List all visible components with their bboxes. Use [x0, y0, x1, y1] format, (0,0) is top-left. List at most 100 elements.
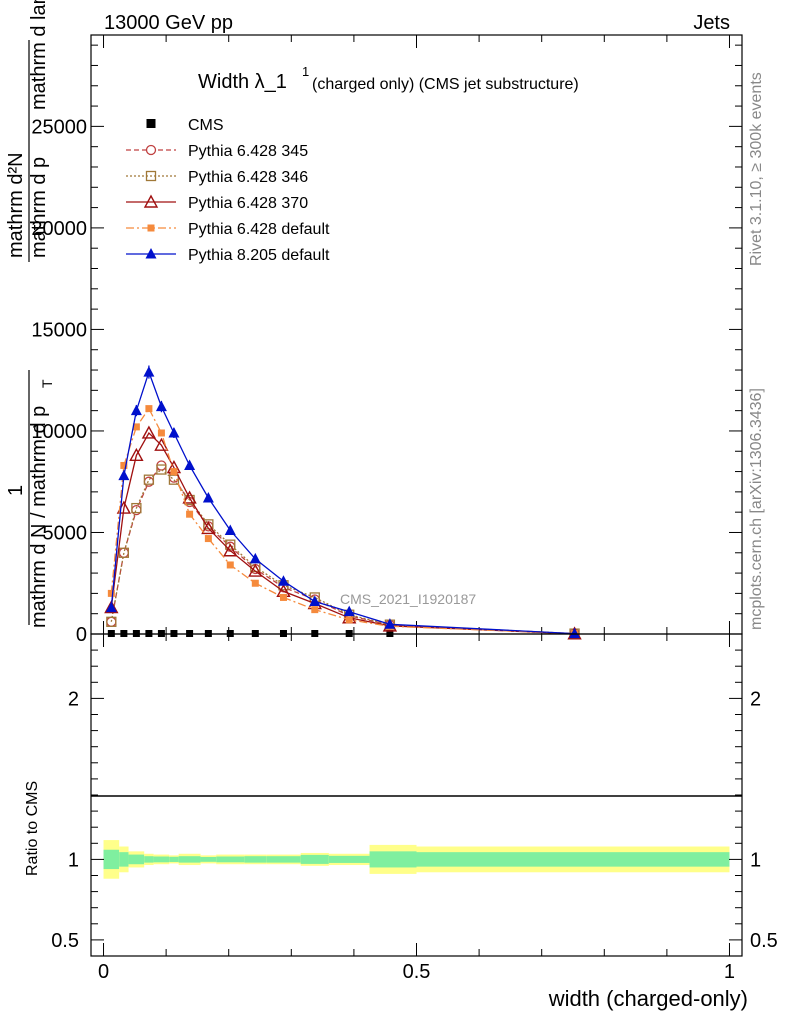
- ratio-y-axis-title: Ratio to CMS: [24, 781, 41, 876]
- data-point-p8: [224, 524, 236, 535]
- ratio-band-inner: [178, 856, 201, 863]
- ylabel-num-d2n: mathrm d²N: [5, 152, 27, 258]
- main-ytick-label: 25000: [31, 116, 87, 138]
- plot-title-sup: 1: [302, 64, 309, 79]
- data-point-p370: [248, 563, 263, 577]
- data-point-p6def: [311, 606, 319, 614]
- legend-label-cms: CMS: [188, 117, 224, 134]
- source-url-label: mcplots.cern.ch [arXiv:1306.3436]: [748, 388, 765, 630]
- ylabel-den-dn-dp: mathrm d N / mathrm d p: [28, 406, 50, 628]
- data-point-p6def: [145, 405, 153, 413]
- data-point-p6def: [186, 510, 194, 518]
- data-point-p8: [143, 366, 155, 377]
- main-plot-panel: Width λ_1 1 (charged only) (CMS jet subs…: [5, 0, 743, 646]
- ratio-band-inner: [119, 852, 129, 867]
- data-point-p8: [184, 459, 196, 470]
- data-point-p6def: [132, 423, 140, 431]
- data-point-p6def: [157, 429, 165, 437]
- xtick-label: 0: [98, 961, 109, 983]
- ratio-axis-ticks: 0.5 0.5 1 1 2 2 0 0.5 1: [51, 634, 778, 983]
- ratio-band-inner: [369, 851, 417, 868]
- legend-label-p6def: Pythia 6.428 default: [188, 221, 330, 238]
- data-point-p6def: [204, 535, 212, 543]
- data-point-p8: [569, 627, 581, 639]
- data-point-p6def: [279, 593, 287, 601]
- ratio-band-inner: [216, 856, 245, 863]
- data-point-p8: [118, 469, 130, 481]
- data-point-p345: [118, 547, 130, 558]
- main-ytick-label: 10000: [31, 421, 87, 443]
- main-ytick-label: 5000: [43, 522, 88, 544]
- data-point-p346: [225, 539, 236, 550]
- legend-marker-p8: [145, 248, 157, 259]
- data-point-p370: [154, 437, 169, 451]
- data-point-p370: [141, 425, 157, 439]
- main-ytick-label: 15000: [31, 319, 87, 341]
- data-point-p346: [156, 464, 167, 475]
- data-point-p8: [202, 491, 214, 503]
- series-line-p370: [110, 431, 575, 635]
- data-point-p8: [155, 400, 167, 412]
- data-point-p8: [343, 605, 355, 617]
- series-p370: [104, 425, 582, 640]
- legend-marker-p346: [145, 170, 157, 182]
- legend-label-p345: Pythia 6.428 345: [188, 143, 308, 160]
- series-p345: [106, 460, 580, 639]
- ratio-plot-panel: 0.5 0.5 1 1 2 2 0 0.5 1 Ratio to CMS width (char…: [24, 633, 778, 1011]
- series-line-p346: [110, 468, 575, 635]
- ratio-band-inner: [200, 856, 217, 862]
- data-point-p6def: [345, 616, 353, 624]
- data-point-p370: [129, 447, 144, 462]
- data-point-p8: [168, 426, 180, 438]
- data-point-p6def: [120, 461, 128, 469]
- data-point-p345: [106, 616, 117, 627]
- legend: CMS Pythia 6.428 345 Pythia 6.428 346 Py…: [126, 117, 330, 264]
- ratio-band-inner: [153, 856, 170, 863]
- plot-title-rest: (charged only) (CMS jet substructure): [312, 76, 579, 93]
- data-point-p346: [143, 474, 155, 485]
- data-point-p370: [182, 490, 197, 504]
- ratio-band-inner: [416, 852, 730, 867]
- ratio-ytick-label-right: 2: [750, 688, 761, 710]
- xtick-label: 1: [724, 961, 735, 983]
- ylabel-num-dlambda: mathrm d lambda: [28, 0, 50, 110]
- data-point-p8: [130, 404, 142, 416]
- data-point-p370: [223, 543, 238, 557]
- ratio-band-inner: [103, 849, 120, 870]
- legend-marker-cms: [146, 119, 156, 128]
- ratio-ytick-label-right: 1: [750, 849, 761, 871]
- analysis-watermark: CMS_2021_I1920187: [340, 591, 476, 607]
- ratio-ytick-label: 0.5: [51, 930, 79, 952]
- data-point-p8: [105, 601, 117, 613]
- data-point-p346: [168, 474, 180, 485]
- data-point-p346: [118, 547, 130, 558]
- ratio-band-inner: [300, 854, 329, 864]
- data-point-p345: [143, 476, 155, 487]
- legend-marker-p6def: [147, 224, 155, 232]
- ylabel-sub-t: T: [39, 379, 55, 388]
- ratio-band-inner: [169, 856, 179, 862]
- ylabel-one: 1: [5, 485, 27, 496]
- series-p8: [105, 365, 581, 639]
- energy-label: 13000 GeV pp: [104, 12, 233, 34]
- series-line-p6def: [110, 407, 575, 635]
- data-point-p370: [201, 520, 216, 535]
- legend-marker-p370: [143, 194, 159, 208]
- ratio-ytick-label: 2: [68, 688, 79, 710]
- data-point-p346: [106, 616, 117, 627]
- data-point-p6def: [251, 579, 259, 587]
- ratio-band-inner: [244, 856, 267, 863]
- data-point-p8: [249, 552, 261, 564]
- data-point-p8: [309, 595, 321, 607]
- ratio-band-inner: [328, 855, 370, 863]
- legend-label-p346: Pythia 6.428 346: [188, 169, 308, 186]
- data-point-p6def: [170, 468, 178, 476]
- ratio-uncertainty-bands: [103, 840, 730, 879]
- xtick-label: 0.5: [403, 961, 431, 983]
- process-label: Jets: [693, 12, 730, 34]
- data-point-p8: [384, 618, 396, 629]
- main-y-axis-title: mathrm d²N mathrm d p mathrm d lambda 1 …: [5, 0, 55, 628]
- x-axis-title: width (charged-only): [548, 986, 748, 1011]
- rivet-version-label: Rivet 3.1.10, ≥ 300k events: [748, 72, 765, 266]
